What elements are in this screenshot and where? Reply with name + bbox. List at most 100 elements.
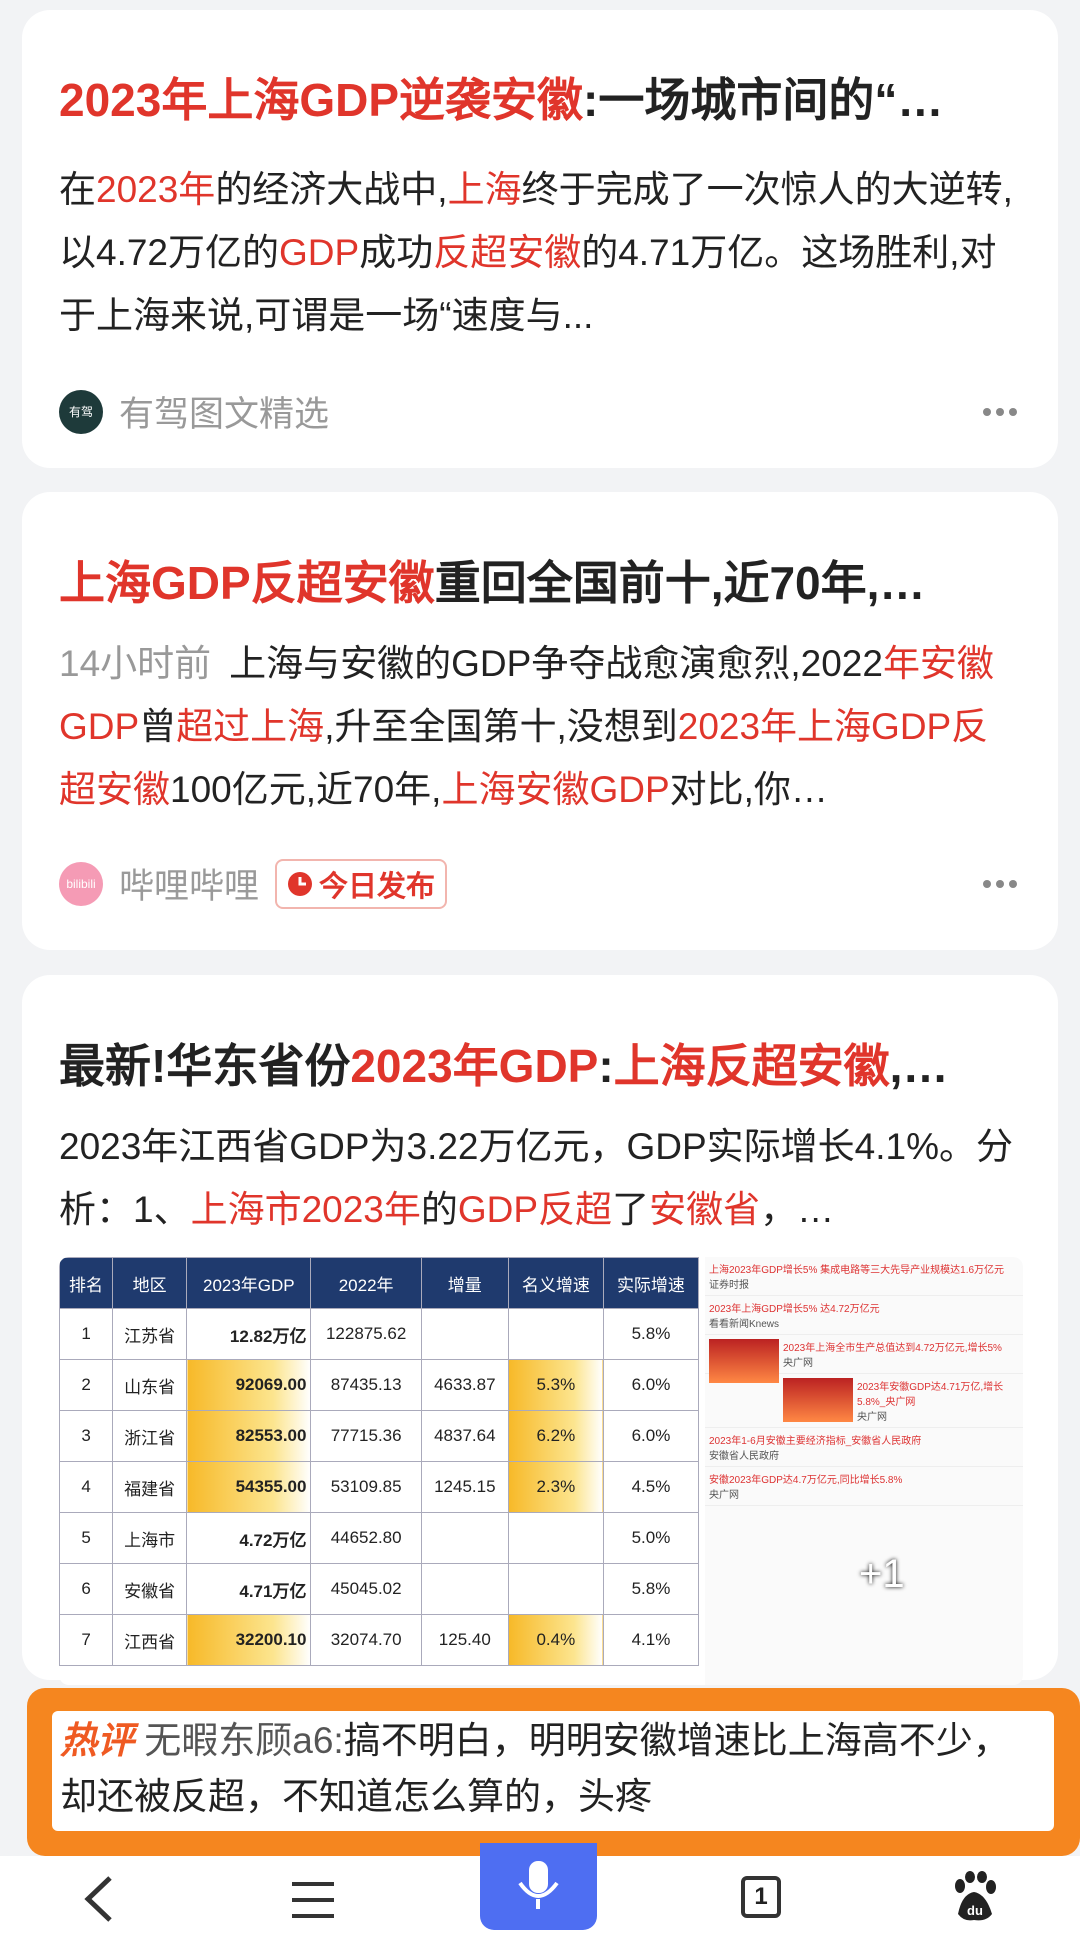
snippet-segment: 终于完成了一次惊人的大逆转,以4.72万亿的: [59, 169, 1013, 273]
result-source: bilibili 哔哩哔哩 今日发布: [59, 858, 448, 909]
baidu-button[interactable]: du: [950, 1870, 998, 1924]
snippet-segment: 在: [59, 169, 96, 210]
table-cell: 122875.62: [310, 1308, 422, 1360]
table-row: 6 安徽省 4.71万亿 45045.02 5.8%: [59, 1563, 700, 1615]
more-button[interactable]: [982, 876, 1018, 894]
table-cell: 4.71万亿: [186, 1563, 312, 1615]
news-thumb: [783, 1378, 853, 1422]
snippet-segment: 100亿元,近70年,: [170, 769, 442, 810]
news-title: 上海2023年GDP增长5% 集成电路等三大先导产业规模达1.6万亿元: [709, 1265, 1005, 1276]
snippet-segment: 上海市2023年: [190, 1189, 421, 1230]
comment[interactable]: 热评 无暇东顾a6:搞不明白，明明安徽增速比上海高不少，却还被反超，不知道怎么算…: [52, 1711, 1054, 1831]
title-segment: 最新!华东省份: [59, 1040, 351, 1092]
table-cell: 0.4%: [507, 1614, 604, 1666]
result-snippet: 2023年江西省GDP为3.22万亿元，GDP实际增长4.1%。分析：1、上海市…: [59, 1115, 1024, 1241]
title-segment: 上海反超安徽: [613, 1040, 890, 1092]
table-cell: 江西省: [112, 1614, 188, 1666]
title-segment: 上海GDP反超安徽: [59, 557, 435, 609]
title-segment: 2023年上海GDP逆袭安徽: [59, 74, 584, 126]
snippet-segment: 上海安徽GDP: [441, 769, 670, 810]
table-header-cell: 地区: [112, 1257, 188, 1309]
table-cell: 87435.13: [310, 1359, 422, 1411]
table-cell: 4.5%: [602, 1461, 700, 1513]
table-cell: 4.72万亿: [186, 1512, 312, 1564]
news-title: 2023年上海全市生产总值达到4.72万亿元,增长5%: [783, 1343, 1002, 1354]
table-row: 4 福建省 54355.00 53109.85 1245.15 2.3% 4.5%: [59, 1461, 700, 1513]
comment-text: 搞不明白，明明安徽增速比上海高不少，却还被反超，不知道怎么算的，头疼: [60, 1720, 1010, 1817]
snippet-segment: 曾: [139, 706, 177, 747]
table-cell: 6: [59, 1563, 114, 1615]
table-cell: 5.3%: [507, 1359, 604, 1411]
table-header: 排名 地区 2023年GDP 2022年 增量 名义增速 实际增速: [59, 1257, 700, 1309]
comment-frame: 热评 无暇东顾a6:搞不明白，明明安徽增速比上海高不少，却还被反超，不知道怎么算…: [27, 1688, 1080, 1856]
table-cell: 1: [59, 1308, 114, 1360]
table-cell: 3: [59, 1410, 114, 1462]
title-segment: :一场城市间的“…: [583, 74, 944, 126]
table-cell: 125.40: [420, 1614, 509, 1666]
snippet-segment: 反超安徽: [433, 232, 582, 273]
badge: 今日发布: [275, 858, 448, 909]
nav-bar: 1 du: [0, 1843, 1080, 1939]
snippet-segment: ，…: [760, 1189, 835, 1230]
news-title: 2023年上海GDP增长5% 达4.72万亿元: [709, 1304, 880, 1315]
menu-button[interactable]: [290, 1880, 336, 1920]
news-source: 央广网: [783, 1358, 813, 1369]
svg-text:du: du: [967, 1903, 983, 1918]
source-name: 哔哩哔哩: [119, 867, 260, 906]
table-header-cell: 名义增速: [507, 1257, 604, 1309]
snippet-segment: 上海: [447, 169, 522, 210]
news-source: 央广网: [857, 1412, 887, 1423]
table-cell: 77715.36: [310, 1410, 422, 1462]
tab-count[interactable]: 1: [741, 1876, 781, 1918]
table-cell: 82553.00: [186, 1410, 312, 1462]
table-cell: 安徽省: [112, 1563, 188, 1615]
table-cell: [420, 1512, 509, 1564]
news-thumb: [709, 1339, 779, 1383]
snippet-segment: 的经济大战中,: [215, 169, 448, 210]
table-row: 2 山东省 92069.00 87435.13 4633.87 5.3% 6.0%: [59, 1359, 700, 1411]
snippet-segment: 2023年上海GDP反超安徽: [59, 706, 989, 810]
table-cell: 山东省: [112, 1359, 188, 1411]
table-cell: 53109.85: [310, 1461, 422, 1513]
more-images[interactable]: +1: [859, 1552, 905, 1596]
news-item: 2023年上海全市生产总值达到4.72万亿元,增长5% 央广网: [705, 1335, 1023, 1383]
news-title: 安徽2023年GDP达4.7万亿元,同比增长5.8%: [709, 1475, 903, 1486]
voice-button[interactable]: [480, 1843, 597, 1930]
snippet-segment: 了: [612, 1189, 650, 1230]
table-header-cell: 增量: [420, 1257, 509, 1309]
table-row: 1 江苏省 12.82万亿 122875.62 5.8%: [59, 1308, 700, 1360]
title-segment: :: [598, 1040, 614, 1092]
result-card[interactable]: 上海GDP反超安徽重回全国前十,近70年,… 14小时前 上海与安徽的GDP争夺战愈…: [22, 492, 1058, 950]
result-card[interactable]: 最新!华东省份2023年GDP:上海反超安徽,… 2023年江西省GDP为3.22…: [22, 975, 1058, 1685]
title-segment: 2023年GDP: [350, 1040, 599, 1092]
table-cell: 54355.00: [186, 1461, 312, 1513]
table-cell: 4: [59, 1461, 114, 1513]
source-icon: 有驾: [59, 389, 103, 434]
table-cell: 92069.00: [186, 1359, 312, 1411]
result-image[interactable]: 排名 地区 2023年GDP 2022年 增量 名义增速 实际增速 1 江苏省 12.82万亿 12…: [59, 1257, 1023, 1685]
table-cell: 4633.87: [420, 1359, 509, 1411]
table-cell: 5.8%: [602, 1563, 700, 1615]
result-title: 2023年上海GDP逆袭安徽:一场城市间的“…: [59, 64, 1019, 130]
news-item: 安徽2023年GDP达4.7万亿元,同比增长5.8% 央广网: [705, 1467, 1023, 1506]
table-header-cell: 2023年GDP: [186, 1257, 312, 1309]
news-item: 2023年安徽GDP达4.71万亿,增长5.8%_央广网央广网: [705, 1374, 1023, 1428]
result-card[interactable]: 2023年上海GDP逆袭安徽:一场城市间的“… 在2023年的经济大战中,上海终于…: [22, 10, 1058, 468]
snippet-segment: 成功: [359, 232, 434, 273]
table-row: 5 上海市 4.72万亿 44652.80 5.0%: [59, 1512, 700, 1564]
table-header-cell: 排名: [59, 1257, 114, 1309]
back-button[interactable]: [80, 1874, 120, 1924]
badge-text: 今日发布: [319, 870, 436, 903]
table-cell: 6.0%: [602, 1410, 700, 1462]
snippet-segment: GDP反超: [457, 1189, 613, 1230]
more-button[interactable]: [982, 404, 1018, 422]
snippet-segment: 2023年: [96, 169, 216, 210]
news-source: 证券时报: [709, 1280, 749, 1291]
news-source: 安徽省人民政府: [709, 1451, 779, 1462]
source-name: 有驾图文精选: [119, 395, 330, 434]
title-segment: ,…: [889, 1040, 949, 1092]
news-title: 2023年安徽GDP达4.71万亿,增长5.8%_央广网: [857, 1382, 1004, 1408]
table-cell: 6.0%: [602, 1359, 700, 1411]
snippet-segment: 年安徽GDP: [59, 643, 994, 747]
result-snippet: 14小时前 上海与安徽的GDP争夺战愈演愈烈,2022年安徽GDP曾超过上海,升至…: [59, 632, 1024, 821]
